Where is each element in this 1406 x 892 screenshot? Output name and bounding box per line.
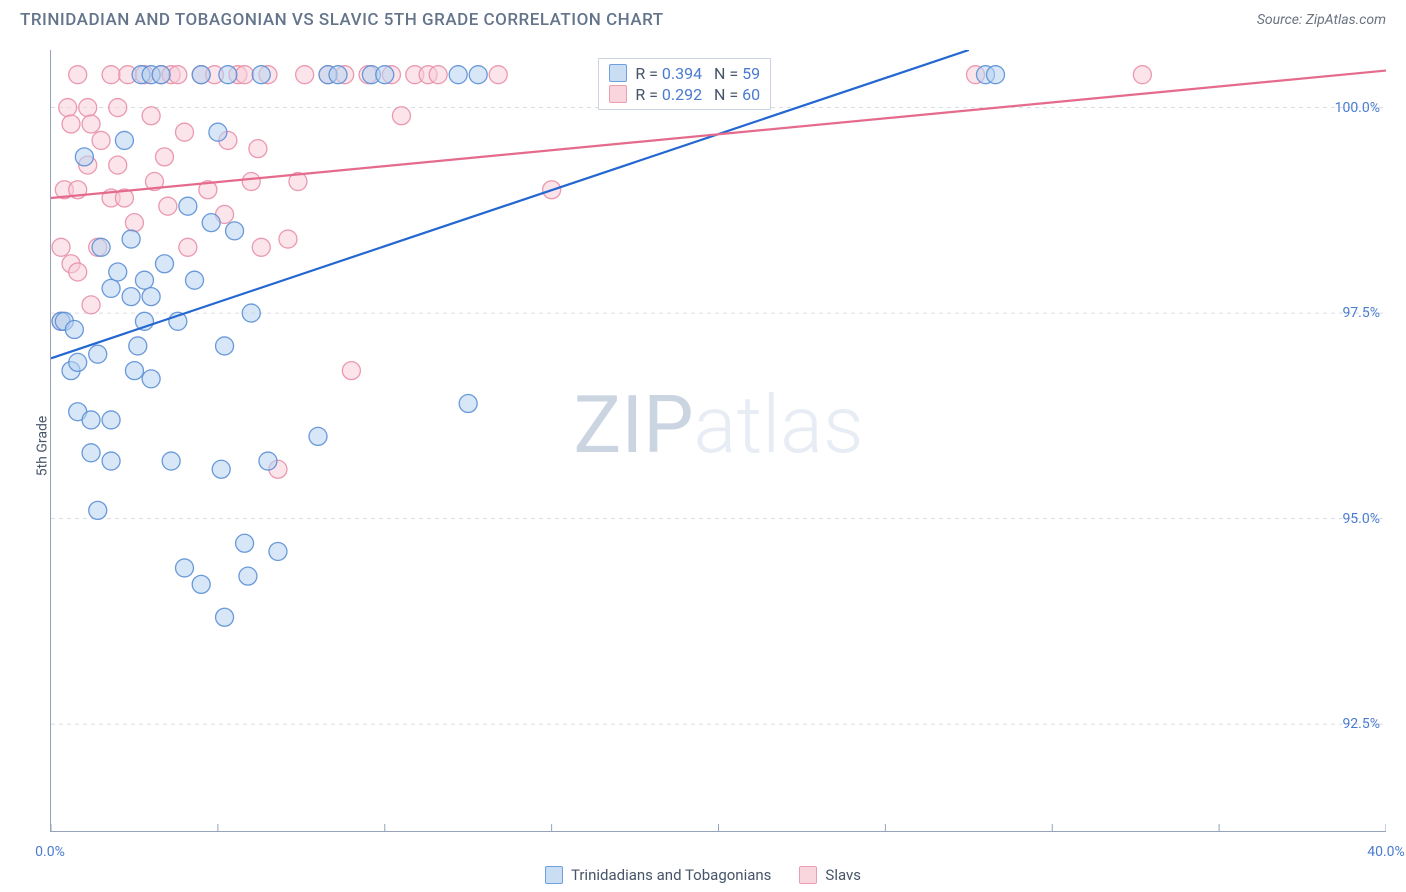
legend-swatch-icon xyxy=(545,866,563,884)
chart-plot-area: ZIPatlas 92.5%95.0%97.5%100.0% R = 0.394… xyxy=(50,50,1386,832)
y-axis-tick-labels: 92.5%95.0%97.5%100.0% xyxy=(1308,50,1388,831)
y-axis-label: 5th Grade xyxy=(34,416,50,477)
stats-row: R = 0.292 N = 60 xyxy=(609,84,760,105)
x-axis-tick-labels: 0.0%40.0% xyxy=(50,840,1386,860)
stats-swatch-icon xyxy=(609,85,627,103)
legend-swatch-icon xyxy=(799,866,817,884)
stats-legend-box: R = 0.394 N = 59R = 0.292 N = 60 xyxy=(598,58,771,110)
stats-swatch-icon xyxy=(609,64,627,82)
source-credit: Source: ZipAtlas.com xyxy=(1257,12,1386,28)
legend-item-series-0: Trinidadians and Tobagonians xyxy=(545,866,771,884)
legend-item-series-1: Slavs xyxy=(799,866,861,884)
legend-label: Trinidadians and Tobagonians xyxy=(571,866,771,884)
bottom-legend: Trinidadians and Tobagonians Slavs xyxy=(0,866,1406,884)
chart-title: TRINIDADIAN AND TOBAGONIAN VS SLAVIC 5TH… xyxy=(20,10,664,30)
scatter-plot-svg xyxy=(51,50,1386,831)
stats-row: R = 0.394 N = 59 xyxy=(609,63,760,84)
legend-label: Slavs xyxy=(825,866,861,884)
